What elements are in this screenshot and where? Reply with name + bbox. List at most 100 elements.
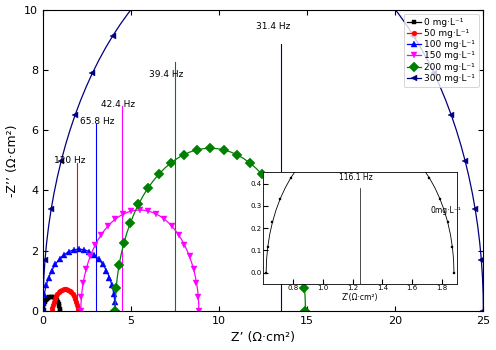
100 mg·L⁻¹ — [46, 275, 52, 280]
200 mg·L⁻¹ — [297, 252, 303, 256]
300 mg·L⁻¹ — [62, 143, 68, 147]
150 mg·L⁻¹ — [145, 209, 151, 213]
200 mg·L⁻¹ — [115, 274, 121, 279]
200 mg·L⁻¹ — [294, 241, 300, 245]
150 mg·L⁻¹ — [192, 274, 198, 278]
100 mg·L⁻¹ — [43, 283, 49, 287]
200 mg·L⁻¹ — [221, 148, 227, 152]
200 mg·L⁻¹ — [150, 178, 156, 183]
150 mg·L⁻¹ — [190, 267, 196, 271]
200 mg·L⁻¹ — [181, 153, 186, 157]
0 mg·L⁻¹ — [54, 298, 60, 302]
0 mg·L⁻¹ — [48, 294, 54, 299]
50 mg·L⁻¹ — [49, 309, 55, 313]
100 mg·L⁻¹ — [76, 247, 82, 251]
200 mg·L⁻¹ — [228, 150, 234, 154]
50 mg·L⁻¹ — [52, 297, 58, 301]
100 mg·L⁻¹ — [68, 248, 74, 253]
200 mg·L⁻¹ — [135, 202, 141, 206]
200 mg·L⁻¹ — [121, 241, 127, 245]
150 mg·L⁻¹ — [78, 309, 84, 313]
150 mg·L⁻¹ — [176, 233, 182, 237]
100 mg·L⁻¹ — [40, 309, 46, 313]
50 mg·L⁻¹ — [50, 302, 56, 307]
100 mg·L⁻¹ — [107, 275, 113, 280]
50 mg·L⁻¹ — [50, 306, 56, 310]
200 mg·L⁻¹ — [156, 172, 162, 176]
200 mg·L⁻¹ — [270, 186, 276, 190]
0 mg·L⁻¹ — [45, 296, 51, 300]
100 mg·L⁻¹ — [57, 257, 62, 261]
200 mg·L⁻¹ — [302, 297, 308, 301]
100 mg·L⁻¹ — [47, 272, 53, 276]
150 mg·L⁻¹ — [158, 214, 164, 218]
200 mg·L⁻¹ — [247, 161, 253, 165]
50 mg·L⁻¹ — [75, 309, 81, 313]
100 mg·L⁻¹ — [84, 248, 90, 253]
0 mg·L⁻¹ — [40, 307, 46, 311]
200 mg·L⁻¹ — [140, 194, 146, 198]
150 mg·L⁻¹ — [102, 228, 108, 232]
0 mg·L⁻¹ — [57, 304, 62, 308]
50 mg·L⁻¹ — [66, 289, 72, 293]
50 mg·L⁻¹ — [72, 297, 78, 301]
200 mg·L⁻¹ — [284, 211, 290, 216]
50 mg·L⁻¹ — [68, 290, 74, 294]
150 mg·L⁻¹ — [78, 302, 84, 306]
150 mg·L⁻¹ — [90, 248, 96, 253]
100 mg·L⁻¹ — [91, 253, 97, 257]
0 mg·L⁻¹ — [53, 297, 59, 301]
150 mg·L⁻¹ — [80, 280, 86, 285]
150 mg·L⁻¹ — [113, 217, 119, 221]
Text: 120 Hz: 120 Hz — [55, 156, 86, 165]
200 mg·L⁻¹ — [131, 211, 137, 216]
0 mg·L⁻¹ — [56, 302, 62, 306]
300 mg·L⁻¹ — [462, 159, 468, 163]
0 mg·L⁻¹ — [51, 295, 57, 299]
200 mg·L⁻¹ — [194, 148, 200, 152]
100 mg·L⁻¹ — [40, 304, 46, 309]
200 mg·L⁻¹ — [291, 231, 297, 235]
150 mg·L⁻¹ — [79, 287, 85, 292]
100 mg·L⁻¹ — [53, 262, 59, 266]
150 mg·L⁻¹ — [105, 224, 111, 228]
100 mg·L⁻¹ — [109, 283, 115, 287]
150 mg·L⁻¹ — [87, 254, 93, 259]
300 mg·L⁻¹ — [387, 1, 393, 5]
100 mg·L⁻¹ — [112, 300, 118, 304]
Text: 31.4 Hz: 31.4 Hz — [256, 22, 291, 31]
200 mg·L⁻¹ — [303, 309, 309, 313]
150 mg·L⁻¹ — [137, 208, 143, 212]
200 mg·L⁻¹ — [279, 202, 285, 206]
0 mg·L⁻¹ — [41, 304, 47, 308]
200 mg·L⁻¹ — [241, 156, 247, 161]
150 mg·L⁻¹ — [78, 295, 84, 299]
150 mg·L⁻¹ — [149, 210, 155, 215]
150 mg·L⁻¹ — [161, 217, 167, 221]
300 mg·L⁻¹ — [425, 58, 431, 62]
100 mg·L⁻¹ — [93, 255, 99, 259]
100 mg·L⁻¹ — [51, 265, 57, 270]
100 mg·L⁻¹ — [45, 279, 51, 284]
50 mg·L⁻¹ — [53, 294, 59, 298]
200 mg·L⁻¹ — [275, 194, 281, 198]
100 mg·L⁻¹ — [55, 259, 61, 264]
150 mg·L⁻¹ — [194, 287, 200, 292]
100 mg·L⁻¹ — [59, 255, 65, 259]
150 mg·L⁻¹ — [85, 260, 91, 265]
50 mg·L⁻¹ — [65, 288, 71, 292]
50 mg·L⁻¹ — [73, 300, 79, 304]
150 mg·L⁻¹ — [141, 208, 147, 212]
200 mg·L⁻¹ — [200, 147, 206, 151]
150 mg·L⁻¹ — [124, 210, 130, 215]
0 mg·L⁻¹ — [40, 309, 46, 313]
200 mg·L⁻¹ — [287, 221, 293, 225]
200 mg·L⁻¹ — [214, 147, 220, 151]
50 mg·L⁻¹ — [74, 302, 80, 307]
200 mg·L⁻¹ — [113, 297, 119, 301]
50 mg·L⁻¹ — [70, 292, 76, 296]
200 mg·L⁻¹ — [118, 252, 124, 256]
100 mg·L⁻¹ — [63, 251, 69, 255]
100 mg·L⁻¹ — [73, 247, 79, 252]
50 mg·L⁻¹ — [56, 290, 62, 294]
